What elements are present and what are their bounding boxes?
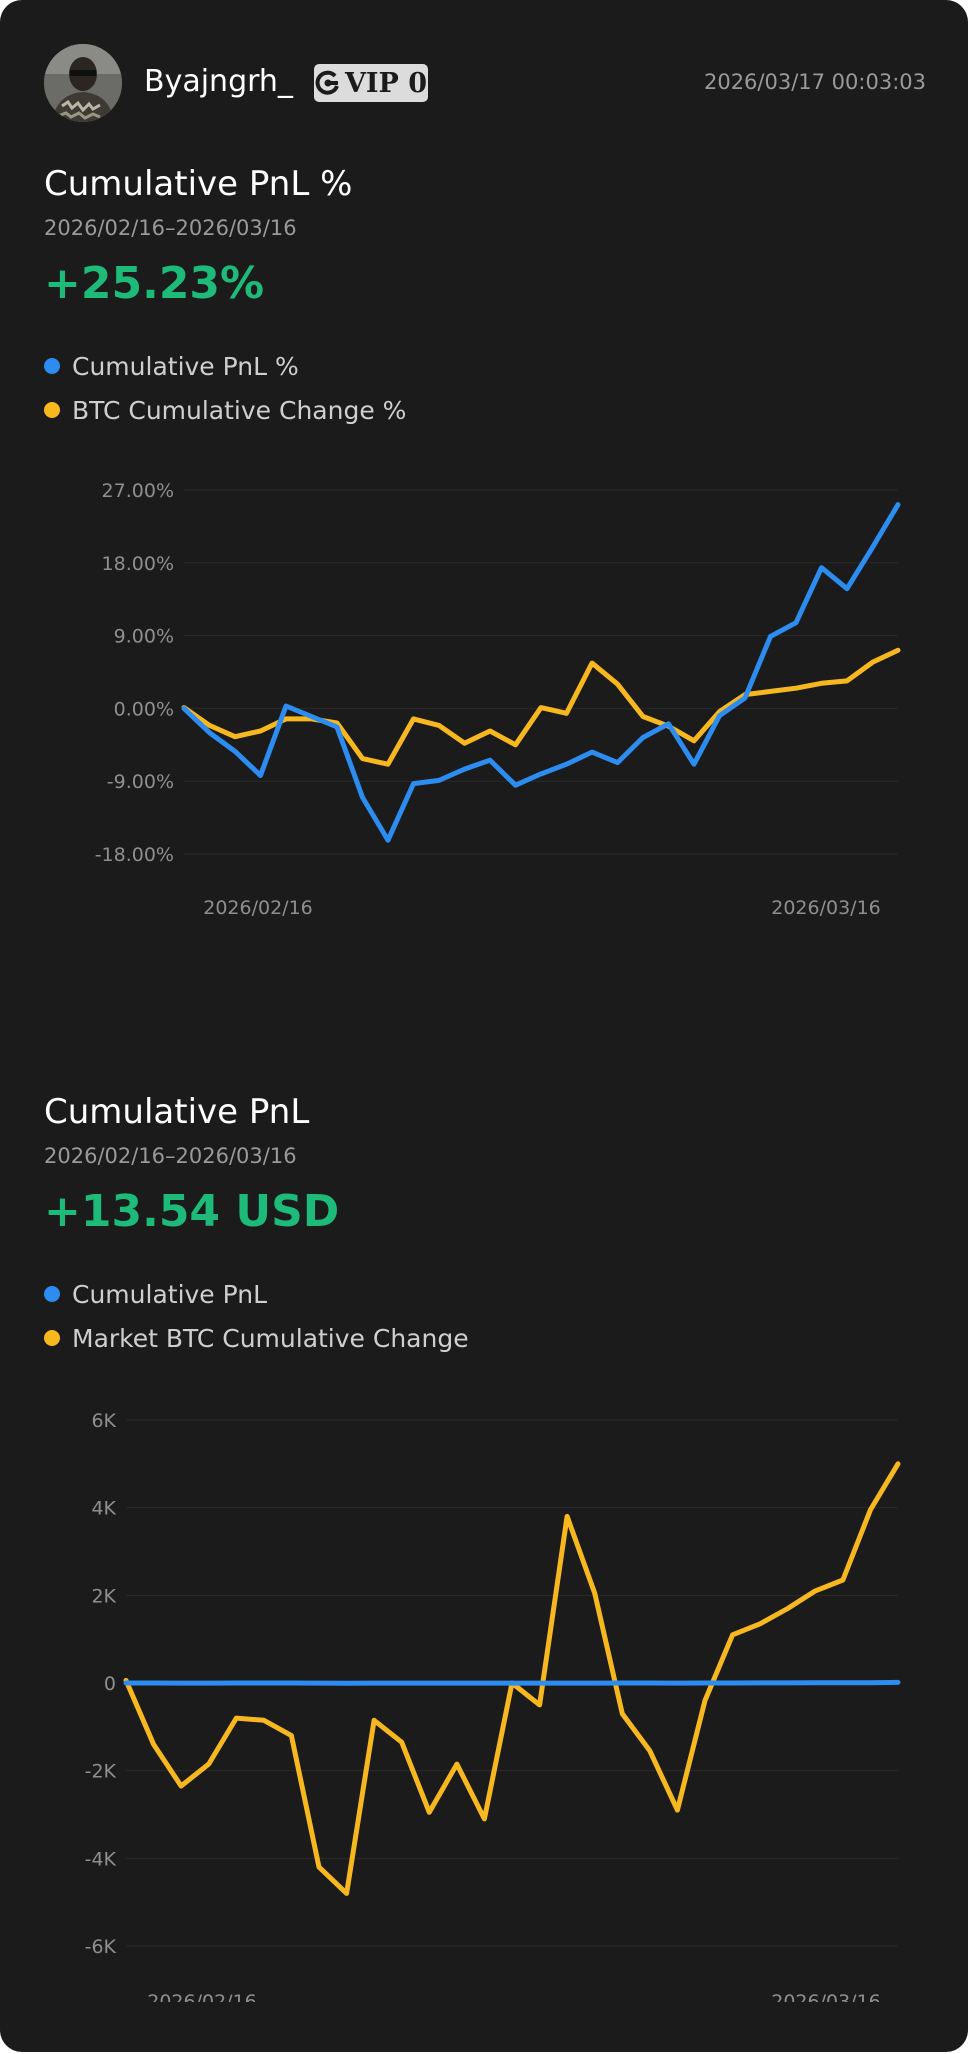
username: Byajngrh_ (144, 64, 293, 99)
legend-label: Market BTC Cumulative Change (72, 1323, 469, 1353)
profile-header: Byajngrh_ VIP 0 2026/03/17 00:03:03 (44, 44, 926, 122)
chart-legend: Cumulative PnL Market BTC Cumulative Cha… (44, 1272, 469, 1360)
y-tick-label: 6K (91, 1410, 116, 1432)
legend-dot-yellow-icon (44, 1330, 60, 1346)
y-tick-label: 9.00% (114, 626, 174, 648)
date-range: 2026/02/16–2026/03/16 (44, 216, 297, 240)
pnl-usd-chart[interactable]: 6K 4K 2K 0 -2K -4K -6K 2026/02/16 2026/03/16 (44, 1392, 926, 2002)
legend-label: Cumulative PnL (72, 1279, 268, 1309)
y-tick-label: -2K (85, 1761, 117, 1783)
pnl-percent-chart[interactable]: 27.00% 18.00% 9.00% 0.00% -9.00% -18.00% 2026/… (44, 460, 926, 1010)
x-tick-label: 2026/02/16 (147, 1991, 257, 2002)
x-tick-label: 2026/02/16 (203, 897, 313, 919)
y-tick-label: 0.00% (114, 698, 174, 720)
pnl-usd-section: Cumulative PnL 2026/02/16–2026/03/16 +13… (44, 1092, 926, 2022)
legend-label: BTC Cumulative Change % (72, 395, 407, 425)
vip-level-icon (315, 70, 341, 96)
x-tick-label: 2026/03/16 (771, 1991, 881, 2002)
legend-dot-yellow-icon (44, 402, 60, 418)
legend-item-pnl[interactable]: Cumulative PnL (44, 1272, 469, 1316)
y-tick-label: 18.00% (102, 553, 174, 575)
pnl-percent-section: Cumulative PnL % 2026/02/16–2026/03/16 +… (44, 164, 926, 1014)
date-range: 2026/02/16–2026/03/16 (44, 1144, 297, 1168)
y-tick-label: -9.00% (107, 771, 174, 793)
y-tick-label: -18.00% (95, 844, 174, 866)
y-tick-label: 27.00% (102, 480, 174, 502)
y-tick-label: -6K (85, 1936, 117, 1958)
chart-legend: Cumulative PnL % BTC Cumulative Change % (44, 344, 406, 432)
y-tick-label: 2K (91, 1585, 116, 1607)
avatar-image (44, 44, 122, 122)
y-tick-label: -4K (85, 1848, 117, 1870)
series-line-blue[interactable] (181, 502, 901, 843)
series-line-blue[interactable] (123, 1679, 901, 1686)
legend-dot-blue-icon (44, 1286, 60, 1302)
legend-item-market-btc-change[interactable]: Market BTC Cumulative Change (44, 1316, 469, 1360)
y-tick-label: 4K (91, 1498, 116, 1520)
pnl-usd-value: +13.54 USD (44, 1186, 340, 1237)
section-title: Cumulative PnL (44, 1092, 310, 1132)
legend-item-pnl-percent[interactable]: Cumulative PnL % (44, 344, 406, 388)
vip-badge: VIP 0 (314, 64, 428, 102)
pnl-percent-value: +25.23% (44, 258, 265, 309)
section-title: Cumulative PnL % (44, 164, 353, 204)
y-tick-label: 0 (104, 1673, 116, 1695)
series-line-yellow[interactable] (181, 647, 901, 767)
avatar[interactable] (44, 44, 122, 122)
x-tick-label: 2026/03/16 (771, 897, 881, 919)
timestamp: 2026/03/17 00:03:03 (703, 70, 926, 94)
series-line-yellow[interactable] (123, 1461, 901, 1896)
vip-label: VIP 0 (344, 67, 428, 99)
legend-item-btc-change-percent[interactable]: BTC Cumulative Change % (44, 388, 406, 432)
legend-label: Cumulative PnL % (72, 351, 299, 381)
legend-dot-blue-icon (44, 358, 60, 374)
